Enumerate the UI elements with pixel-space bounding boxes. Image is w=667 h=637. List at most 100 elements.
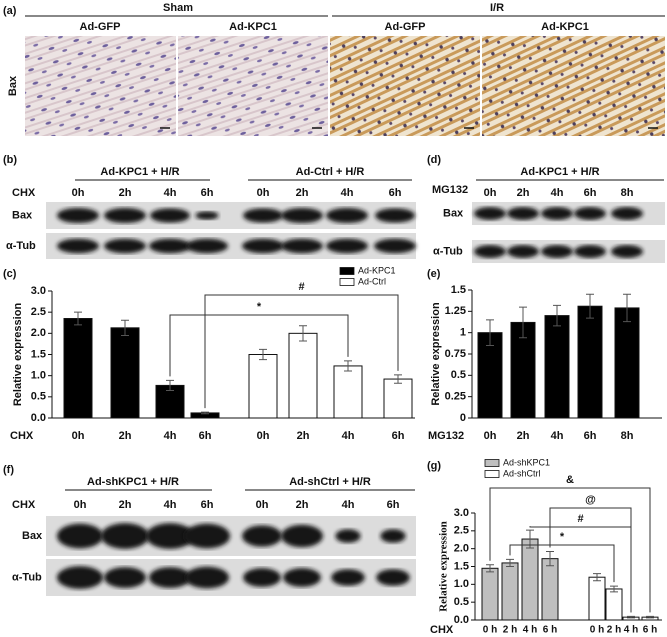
x-tick-label: 0h [484,430,497,442]
bar [541,558,559,621]
blot-band [281,207,323,224]
column-label: Ad-GFP [385,21,426,33]
blot-band [507,207,539,220]
blot-band [195,211,219,220]
y-tick-label: 0.5 [454,596,469,608]
legend-label: Ad-shKPC1 [503,457,550,467]
bar [521,538,539,621]
significance-bracket [489,487,651,613]
time-label: 6h [201,187,214,199]
blot-band [507,245,539,258]
histology [25,36,665,136]
time-label: 6h [201,499,214,511]
y-tick-label: 0.75 [445,348,466,360]
y-tick-label: 1.5 [451,284,466,296]
x-tick-label: 6h [199,430,212,442]
error-bar [586,293,594,319]
bar [605,588,623,621]
legend-swatch [484,470,500,478]
column-label: Ad-KPC1 [229,21,277,33]
x-tick-label: 0h [72,430,85,442]
bar [63,318,93,419]
blot-band [374,238,416,254]
blot-band [57,238,99,254]
time-axis-label: MG132 [432,184,468,196]
panel-label: (g) [427,460,441,472]
blot-band [376,569,410,586]
error-bar [166,379,174,391]
blot-band [149,567,191,588]
blot-band [574,207,606,220]
x-tick-label: 4 h [523,625,537,636]
time-label: 0h [484,187,497,199]
annotation: # [298,281,304,293]
group-label: Sham [163,2,193,14]
blot-band [184,566,230,589]
tile [178,36,328,136]
time-label: 8h [621,187,634,199]
blot-band [331,569,365,586]
x-tick-label: 2 h [503,625,517,636]
annotation: & [566,474,574,486]
significance-bracket [509,544,615,583]
x-tick-label: 6 h [643,625,657,636]
y-tick-label: 0.0 [454,614,469,626]
x-tick-label: 2h [297,430,310,442]
time-label: 2h [119,187,132,199]
y-tick-label: 0.5 [451,369,466,381]
blot-band [574,245,606,258]
blot-band [281,524,323,548]
error-bar [546,551,554,567]
blot-band [541,245,573,258]
tile [330,36,480,136]
bar [248,354,278,419]
time-label: 6h [584,187,597,199]
y-tick-label: 0.25 [445,391,466,403]
error-bar [553,304,561,327]
bar [288,332,318,419]
y-tick-label: 0.5 [31,391,46,403]
blot-band [611,207,643,220]
group-label: Ad-shCtrl + H/R [289,476,371,488]
y-tick-label: 3.0 [31,285,46,297]
x-axis-label: CHX [10,430,34,442]
y-tick-label: 1.5 [31,348,46,360]
group-label: Ad-Ctrl + H/R [296,166,365,178]
x-tick-label: 2h [119,430,132,442]
time-label: 4h [342,499,355,511]
x-axis-label: CHX [430,624,454,636]
group-label: Ad-KPC1 + H/R [520,166,599,178]
blot-band [283,568,321,587]
bar [333,365,363,419]
blot-band [186,238,228,254]
row-label: Bax [7,75,19,96]
blot-band [474,245,506,258]
blot-band [380,529,406,543]
tile [25,36,176,136]
row-label: Bax [22,530,43,542]
y-axis-label: Relative expression [430,302,442,406]
significance-bracket [549,507,632,613]
error-bar [74,311,82,326]
bar [477,332,503,419]
error-bar [259,348,267,361]
time-label: 2h [296,499,309,511]
panel-label: (e) [427,268,441,280]
legend-label: Ad-KPC1 [358,265,396,275]
annotation: # [577,513,583,525]
blot-band [541,207,573,220]
blot-band [57,207,99,224]
error-bar [593,573,601,582]
panel-label: (f) [3,464,14,476]
time-label: 4h [164,187,177,199]
error-bar [299,325,307,342]
blot-band [56,566,104,589]
time-label: 4h [164,499,177,511]
blot-band [242,238,284,254]
x-tick-label: 0h [257,430,270,442]
panel-label: (d) [427,154,441,166]
bar [501,562,519,621]
blot-band [104,567,146,588]
bar [614,307,640,419]
error-bar [646,615,654,619]
